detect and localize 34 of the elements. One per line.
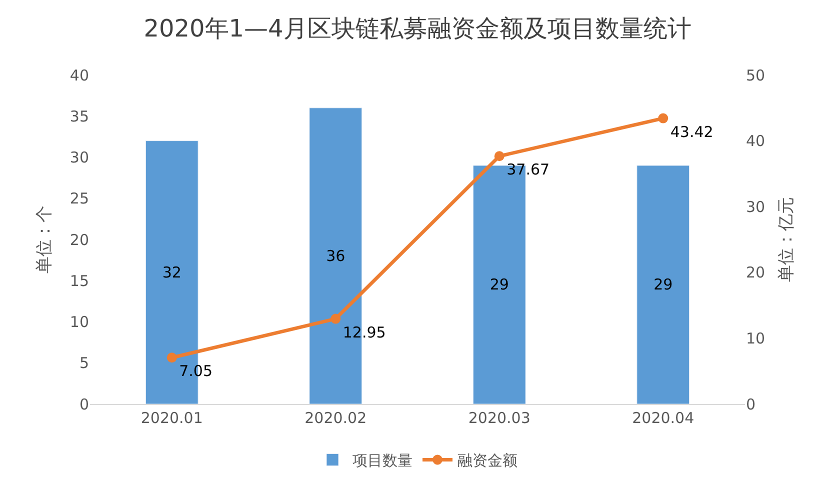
point — [658, 113, 668, 124]
x-tick-label: 2020.01 — [140, 409, 203, 427]
chart-title: 2020年1—4月区块链私募融资金额及项目数量统计 — [144, 14, 692, 42]
data-label: 43.42 — [670, 122, 714, 141]
data-label: 29 — [490, 276, 509, 294]
legend-label: 项目数量 — [352, 452, 412, 470]
y-tick-label: 35 — [70, 107, 89, 126]
y2-tick-label: 10 — [746, 329, 766, 348]
data-label: 29 — [654, 276, 673, 294]
y2-tick-label: 40 — [746, 132, 766, 150]
data-label: 36 — [326, 246, 346, 265]
y-tick-label: 20 — [70, 230, 89, 249]
bar — [636, 165, 690, 404]
legend-label: 融资金额 — [458, 452, 518, 470]
y-tick-label: 15 — [70, 272, 89, 290]
y2-tick-label: 0 — [746, 395, 756, 414]
y-tick-label: 5 — [79, 354, 89, 372]
point — [166, 352, 177, 363]
y-tick-label: 0 — [79, 395, 89, 414]
x-tick-label: 2020.04 — [632, 409, 694, 427]
data-label: 32 — [162, 263, 182, 282]
x-tick-label: 2020.02 — [304, 409, 367, 427]
point — [330, 314, 341, 324]
x-tick-label: 2020.03 — [468, 409, 530, 427]
y-tick-label: 10 — [70, 313, 89, 331]
point — [494, 151, 504, 162]
y2-tick-label: 50 — [746, 66, 766, 84]
y2-tick-label: 20 — [746, 264, 766, 282]
y-tick-label: 40 — [70, 66, 89, 84]
y2-axis-title: 单位：亿元 — [776, 197, 796, 282]
y-tick-label: 25 — [70, 190, 89, 208]
y-tick-label: 30 — [70, 148, 89, 166]
y-axis-title: 单位：个 — [34, 206, 54, 274]
y2-tick-label: 30 — [746, 198, 766, 216]
